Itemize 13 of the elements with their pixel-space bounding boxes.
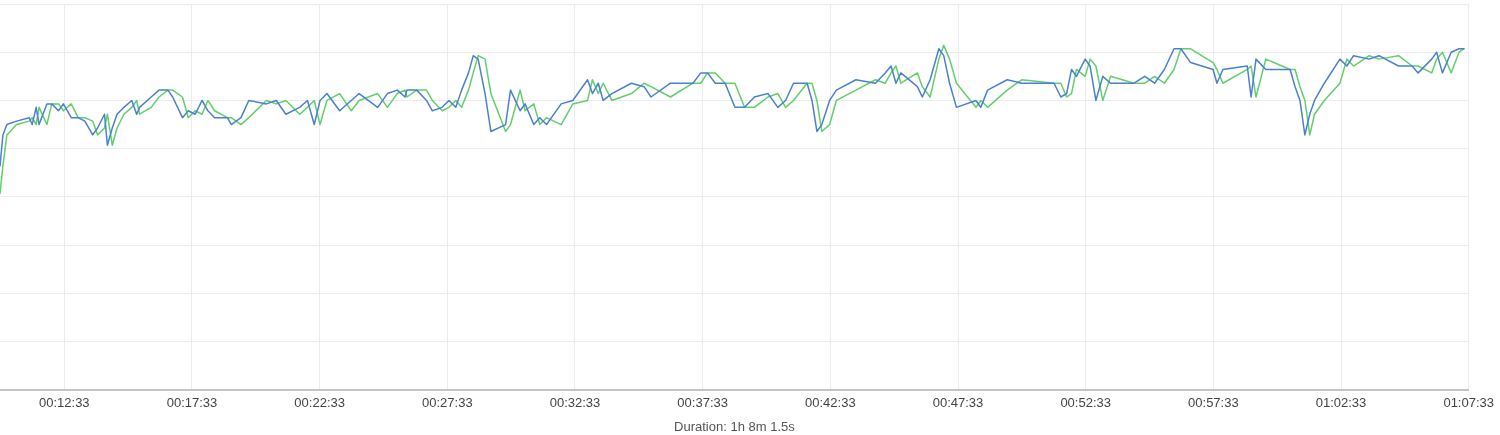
x-tick-label: 00:12:33	[38, 395, 90, 411]
x-tick-label: 01:07:33	[1443, 395, 1494, 411]
x-axis-title: Duration: 1h 8m 1.5s	[674, 418, 796, 434]
x-tick-label: 00:57:33	[1188, 395, 1239, 411]
x-tick-label: 01:02:33	[1315, 395, 1367, 411]
x-tick-label: 00:47:33	[932, 395, 984, 411]
x-tick-label: 00:32:33	[549, 395, 601, 411]
x-tick-label: 00:27:33	[422, 395, 473, 411]
x-tick-label: 00:42:33	[805, 395, 856, 411]
x-tick-label: 00:22:33	[294, 395, 345, 411]
x-tick-label: 00:17:33	[166, 395, 218, 411]
x-tick-label: 00:52:33	[1060, 395, 1111, 411]
x-tick-label: 00:37:33	[677, 395, 728, 411]
